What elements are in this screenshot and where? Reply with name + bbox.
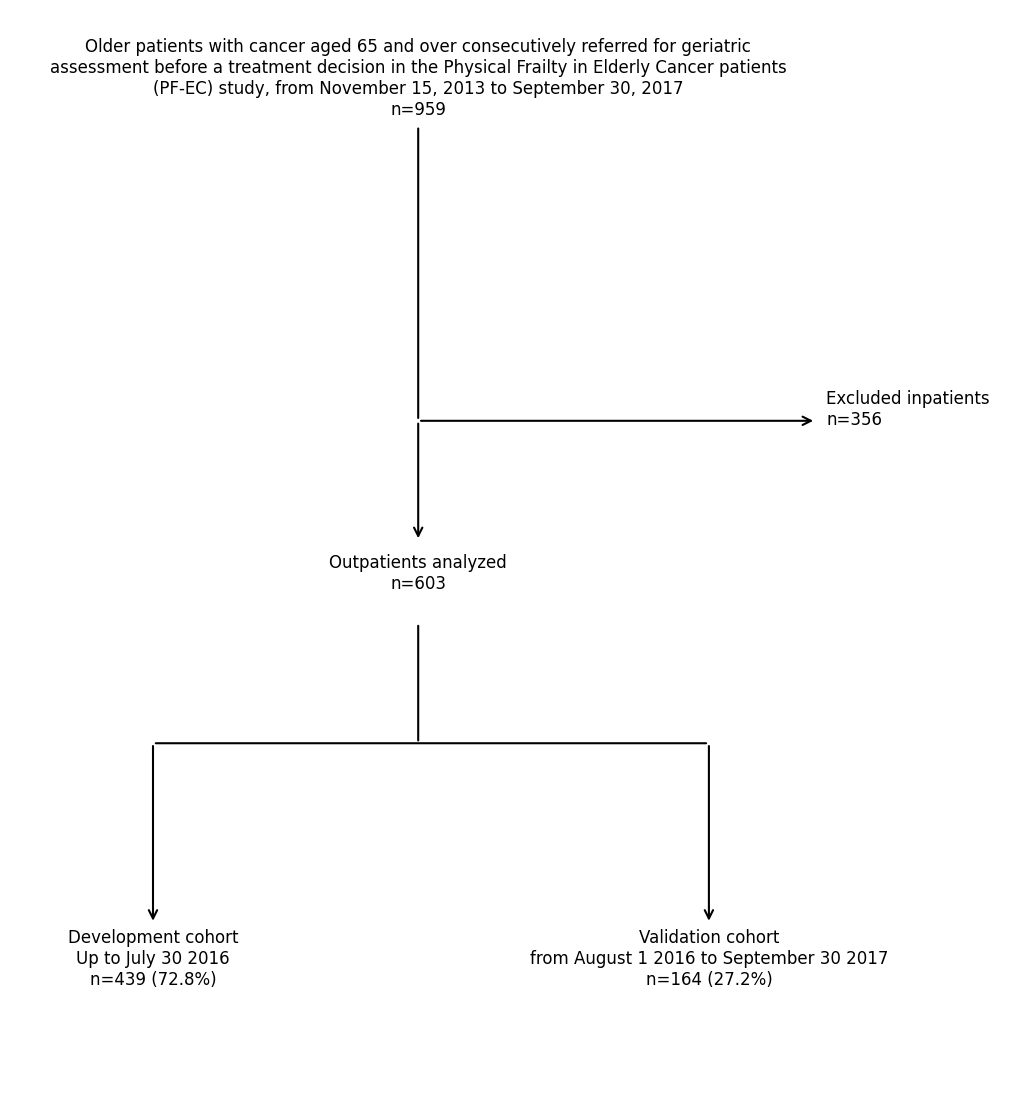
Text: Older patients with cancer aged 65 and over consecutively referred for geriatric: Older patients with cancer aged 65 and o… (50, 38, 786, 119)
Text: Development cohort
Up to July 30 2016
n=439 (72.8%): Development cohort Up to July 30 2016 n=… (67, 929, 238, 989)
Text: Outpatients analyzed
n=603: Outpatients analyzed n=603 (329, 554, 506, 593)
Text: Excluded inpatients
n=356: Excluded inpatients n=356 (825, 390, 988, 430)
Text: Validation cohort
from August 1 2016 to September 30 2017
n=164 (27.2%): Validation cohort from August 1 2016 to … (529, 929, 888, 989)
